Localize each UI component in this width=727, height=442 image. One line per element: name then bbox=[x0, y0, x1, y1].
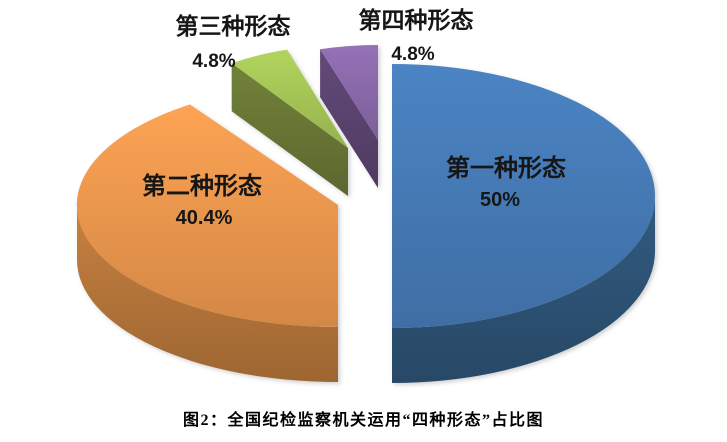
pie-slice-1 bbox=[392, 64, 655, 383]
pie-slice-4-side bbox=[320, 49, 378, 188]
slice-label-2: 第二种形态 bbox=[142, 172, 262, 200]
slice-value-1: 50% bbox=[480, 189, 520, 211]
pie-slice-3-side bbox=[231, 63, 348, 197]
pie-slice-2-side bbox=[77, 205, 338, 382]
pie-slice-3-top bbox=[231, 49, 348, 148]
pie-slice-4-top bbox=[320, 45, 378, 140]
pie-slice-3 bbox=[231, 49, 348, 197]
pie-slice-2 bbox=[76, 104, 338, 382]
pie-slice-4 bbox=[320, 45, 378, 188]
chart-caption: 图2：全国纪检监察机关运用“四种形态”占比图 bbox=[182, 412, 544, 429]
slice-label-3: 第三种形态 bbox=[176, 13, 291, 39]
pie-slice-1-top bbox=[392, 64, 655, 328]
slice-label-4: 第四种形态 bbox=[359, 7, 474, 33]
slice-value-2: 40.4% bbox=[176, 207, 233, 229]
slice-value-3: 4.8% bbox=[192, 51, 235, 72]
pie-slice-2-top bbox=[76, 104, 338, 328]
slice-value-4: 4.8% bbox=[391, 44, 434, 65]
pie-slice-1-side bbox=[392, 196, 655, 383]
slice-label-1: 第一种形态 bbox=[446, 154, 566, 182]
